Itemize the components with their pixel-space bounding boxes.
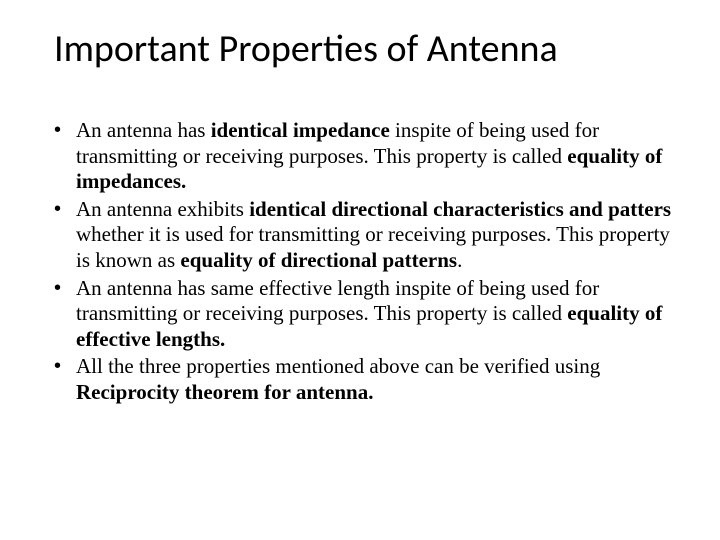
bold-run: equality of directional patterns <box>180 248 457 272</box>
list-item: All the three properties mentioned above… <box>48 354 672 405</box>
list-item: An antenna has identical impedance inspi… <box>48 118 672 195</box>
bold-run: identical impedance <box>211 118 395 142</box>
bold-run: Reciprocity theorem for antenna. <box>76 380 373 404</box>
bullet-list: An antenna has identical impedance inspi… <box>48 118 672 406</box>
slide: Important Properties of Antenna An anten… <box>0 0 720 540</box>
text-run: All the three properties mentioned above… <box>76 354 600 378</box>
text-run: An antenna has <box>76 118 211 142</box>
text-run: . <box>457 248 462 272</box>
list-item: An antenna exhibits identical directiona… <box>48 197 672 274</box>
text-run: An antenna exhibits <box>76 197 249 221</box>
slide-title: Important Properties of Antenna <box>54 26 672 72</box>
text-run: An antenna has same effective length ins… <box>76 276 599 326</box>
list-item: An antenna has same effective length ins… <box>48 276 672 353</box>
bold-run: identical directional characteristics an… <box>249 197 671 221</box>
